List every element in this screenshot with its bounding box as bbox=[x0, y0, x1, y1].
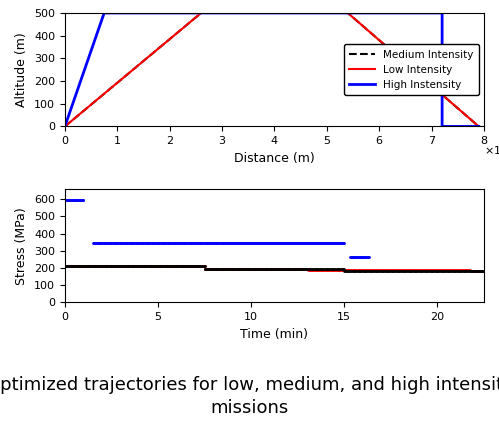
Y-axis label: Stress (MPa): Stress (MPa) bbox=[15, 207, 28, 285]
High Instensity bbox=[439, 10, 445, 16]
High Instensity bbox=[101, 10, 107, 16]
Legend: Medium Intensity, Low Intensity, High Instensity: Medium Intensity, Low Intensity, High In… bbox=[344, 44, 479, 95]
Y-axis label: Altitude (m): Altitude (m) bbox=[15, 32, 28, 107]
X-axis label: Time (min): Time (min) bbox=[241, 328, 308, 341]
Medium Intensity bbox=[198, 10, 204, 16]
Low Intensity bbox=[345, 10, 351, 16]
X-axis label: Distance (m): Distance (m) bbox=[234, 152, 315, 165]
Low Intensity bbox=[198, 10, 204, 16]
Text: Optimized trajectories for low, medium, and high intensity
missions: Optimized trajectories for low, medium, … bbox=[0, 376, 499, 417]
Low Intensity bbox=[476, 124, 482, 129]
Low Intensity bbox=[62, 124, 68, 129]
Line: Medium Intensity: Medium Intensity bbox=[65, 13, 479, 127]
Medium Intensity bbox=[476, 124, 482, 129]
Text: $\times10^4$: $\times10^4$ bbox=[484, 141, 499, 158]
Line: High Instensity: High Instensity bbox=[65, 13, 479, 127]
Line: Low Intensity: Low Intensity bbox=[65, 13, 479, 127]
Medium Intensity bbox=[345, 10, 351, 16]
High Instensity bbox=[62, 124, 68, 129]
Medium Intensity bbox=[62, 124, 68, 129]
High Instensity bbox=[439, 124, 445, 129]
High Instensity bbox=[476, 124, 482, 129]
High Instensity bbox=[101, 10, 107, 16]
